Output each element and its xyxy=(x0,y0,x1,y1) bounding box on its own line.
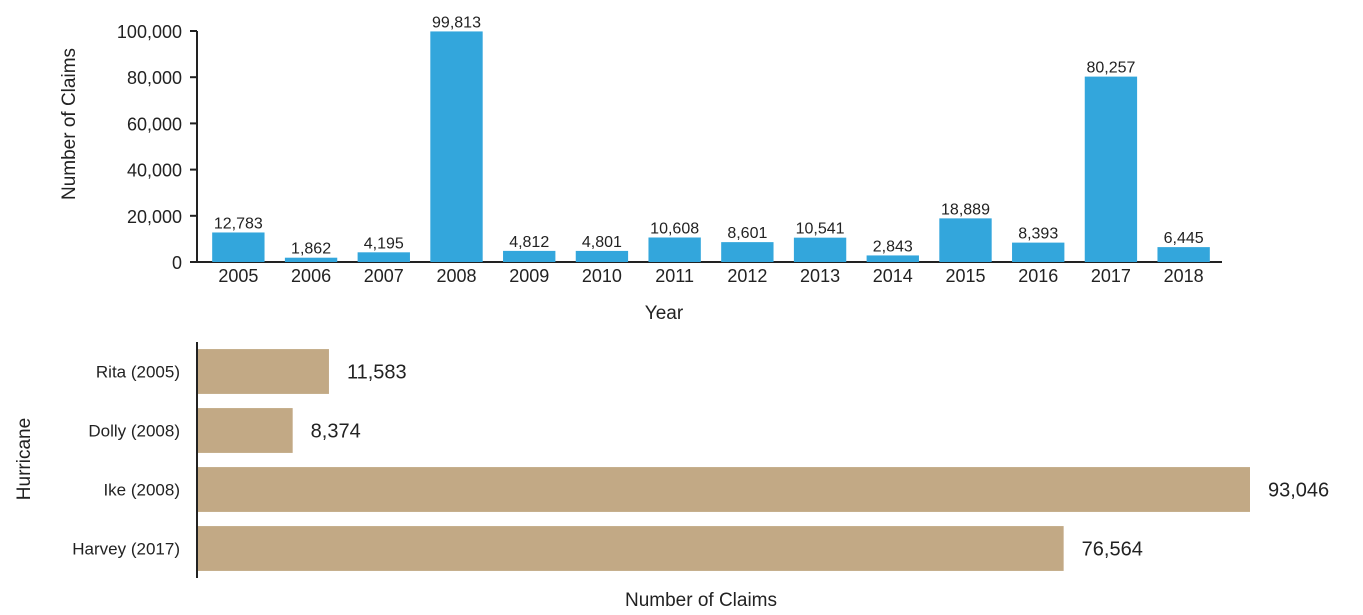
top-x-tick-label: 2013 xyxy=(800,266,840,286)
bottom-bars: 11,583 Rita (2005) 8,374 Dolly (2008) 93,046… xyxy=(72,349,1329,571)
year-bar xyxy=(648,237,701,262)
year-bar xyxy=(1157,247,1210,262)
year-bar xyxy=(430,31,483,262)
top-bars: 12,783 1,862 4,195 99,813 4,812 4,801 10,608 8,… xyxy=(212,14,1210,263)
year-bar-value-label: 4,801 xyxy=(582,234,622,251)
top-x-tick-label: 2006 xyxy=(291,266,331,286)
hurricane-category-label: Rita (2005) xyxy=(96,363,180,382)
year-bar-value-label: 99,813 xyxy=(432,14,481,31)
top-x-tick-label: 2007 xyxy=(364,266,404,286)
top-x-tick-label: 2014 xyxy=(873,266,913,286)
year-bar xyxy=(212,232,265,262)
hurricane-bar-value-label: 8,374 xyxy=(311,421,361,443)
claims-by-hurricane-chart: 11,583 Rita (2005) 8,374 Dolly (2008) 93,046… xyxy=(14,342,1329,611)
bottom-x-axis-title: Number of Claims xyxy=(625,590,777,610)
year-bar xyxy=(503,250,556,262)
top-x-tick-label: 2015 xyxy=(945,266,985,286)
year-bar xyxy=(866,255,919,262)
hurricane-category-label: Ike (2008) xyxy=(103,481,180,500)
year-bar-value-label: 6,445 xyxy=(1164,230,1204,247)
top-x-tick-label: 2009 xyxy=(509,266,549,286)
bottom-y-axis-title: Hurricane xyxy=(14,418,35,500)
year-bar xyxy=(939,218,992,262)
year-bar xyxy=(721,242,774,262)
top-y-tick-label: 100,000 xyxy=(117,22,182,42)
year-bar-value-label: 2,843 xyxy=(873,238,913,255)
year-bar xyxy=(575,250,629,262)
year-bar xyxy=(793,237,847,262)
hurricane-bar xyxy=(198,467,1250,512)
year-bar-value-label: 8,393 xyxy=(1018,226,1058,243)
top-x-tick-label: 2011 xyxy=(655,266,694,286)
hurricane-bar xyxy=(198,408,293,453)
hurricane-category-label: Dolly (2008) xyxy=(88,422,180,441)
top-x-tick-label: 2010 xyxy=(582,266,622,286)
top-x-ticks: 2005 2006 2007 2008 2009 2010 2011 2012 2013 2014… xyxy=(218,266,1203,286)
year-bar xyxy=(1012,242,1065,262)
year-bar-value-label: 4,195 xyxy=(364,235,404,252)
hurricane-category-label: Harvey (2017) xyxy=(72,540,180,559)
top-y-axis-title: Number of Claims xyxy=(59,48,80,200)
year-bar-value-label: 10,541 xyxy=(796,221,845,238)
top-y-tick-label: 20,000 xyxy=(127,207,182,227)
year-bar-value-label: 80,257 xyxy=(1086,60,1135,77)
top-y-ticks: 0 20,000 40,000 60,000 80,000 100,000 xyxy=(117,22,197,273)
year-bar xyxy=(284,257,338,262)
top-y-tick-label: 40,000 xyxy=(127,161,182,181)
year-bar-value-label: 12,783 xyxy=(214,215,263,232)
hurricane-bar-value-label: 93,046 xyxy=(1268,480,1329,502)
hurricane-bar-value-label: 76,564 xyxy=(1082,539,1143,561)
year-bar xyxy=(357,252,410,262)
top-x-tick-label: 2018 xyxy=(1164,266,1204,286)
hurricane-bar-value-label: 11,583 xyxy=(347,362,407,384)
year-bar xyxy=(1084,76,1138,263)
top-y-tick-label: 80,000 xyxy=(127,68,182,88)
top-y-tick-label: 60,000 xyxy=(127,114,182,134)
year-bar-value-label: 10,608 xyxy=(650,220,699,237)
top-x-tick-label: 2008 xyxy=(436,266,476,286)
top-x-tick-label: 2005 xyxy=(218,266,258,286)
top-x-tick-label: 2017 xyxy=(1091,266,1131,286)
year-bar-value-label: 18,889 xyxy=(941,201,990,218)
year-bar-value-label: 4,812 xyxy=(509,234,549,251)
year-bar-value-label: 1,862 xyxy=(291,241,331,258)
year-bar-value-label: 8,601 xyxy=(727,225,767,242)
top-y-tick-label: 0 xyxy=(172,253,182,273)
hurricane-bar xyxy=(198,349,329,394)
top-x-tick-label: 2012 xyxy=(727,266,767,286)
top-x-axis-title: Year xyxy=(645,303,684,324)
top-x-tick-label: 2016 xyxy=(1018,266,1058,286)
hurricane-bar xyxy=(198,526,1064,571)
